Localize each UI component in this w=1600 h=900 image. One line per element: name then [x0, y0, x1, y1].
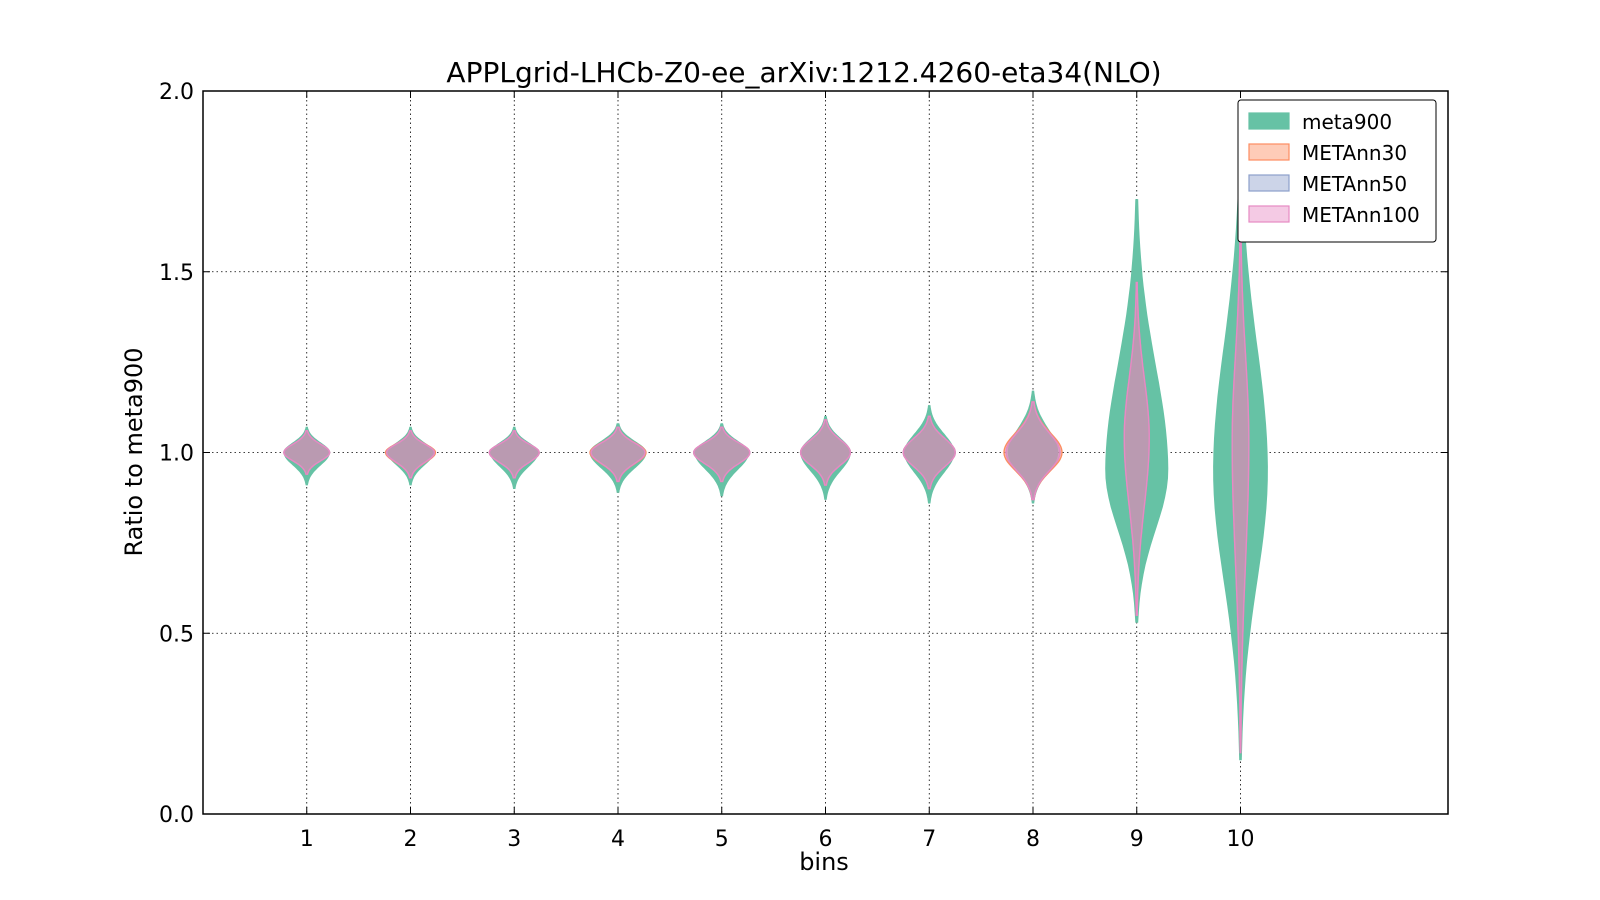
- legend-swatch-metann100: [1248, 205, 1290, 223]
- violin-metann100-bin-2: [386, 430, 435, 479]
- x-tick-label: 6: [819, 827, 833, 852]
- x-tick-label: 7: [922, 827, 936, 852]
- legend-label-metann30: METAnn30: [1302, 141, 1407, 165]
- violin-metann100-bin-1: [283, 430, 331, 475]
- violin-meta900-bin-5: [694, 423, 750, 497]
- violin-meta900-bin-1: [283, 426, 331, 486]
- violin-metann100-bin-6: [799, 419, 852, 486]
- y-tick-label: 2.0: [159, 80, 194, 105]
- x-tick-label: 4: [611, 827, 625, 852]
- y-tick-label: 1.0: [159, 442, 194, 467]
- y-tick-label: 0.5: [159, 622, 194, 647]
- violin-metann100-bin-3: [488, 430, 540, 479]
- x-tick-label: 8: [1026, 827, 1040, 852]
- legend-label-meta900: meta900: [1302, 110, 1392, 134]
- x-tick-label: 2: [404, 827, 418, 852]
- chart-title: APPLgrid-LHCb-Z0-ee_arXiv:1212.4260-eta3…: [446, 56, 1161, 89]
- violin-metann100-bin-9: [1123, 281, 1150, 616]
- violin-metann100-bin-7: [902, 415, 956, 490]
- legend-swatch-metann50: [1248, 174, 1290, 192]
- ticks-layer: 0.0 0.5 1.0 1.5 2.0 1 2 3 4 5 6 7 8 9 10: [159, 80, 1448, 852]
- x-tick-label: 1: [300, 827, 314, 852]
- violin-meta900-bin-7: [903, 405, 955, 504]
- violin-meta900-bin-9: [1105, 199, 1169, 623]
- y-axis-label: Ratio to meta900: [120, 347, 148, 556]
- violin-metann100-bin-8: [1005, 401, 1061, 501]
- y-tick-label: 0.0: [159, 803, 194, 828]
- violin-metann100-bin-5: [693, 426, 751, 483]
- y-tick-label: 1.5: [159, 261, 194, 286]
- legend-label-metann50: METAnn50: [1302, 172, 1407, 196]
- violin-metann100-bin-4: [590, 426, 646, 483]
- x-tick-label: 5: [715, 827, 729, 852]
- legend-label-metann100: METAnn100: [1302, 203, 1420, 227]
- x-axis-label: bins: [799, 848, 849, 876]
- violins-layer: [283, 144, 1268, 761]
- x-tick-label: 9: [1130, 827, 1144, 852]
- legend-swatch-metann30: [1248, 143, 1290, 161]
- x-tick-label: 10: [1227, 827, 1255, 852]
- x-tick-label: 3: [507, 827, 521, 852]
- legend-swatch-meta900: [1248, 112, 1290, 130]
- legend: meta900 METAnn30 METAnn50 METAnn100: [1237, 99, 1437, 243]
